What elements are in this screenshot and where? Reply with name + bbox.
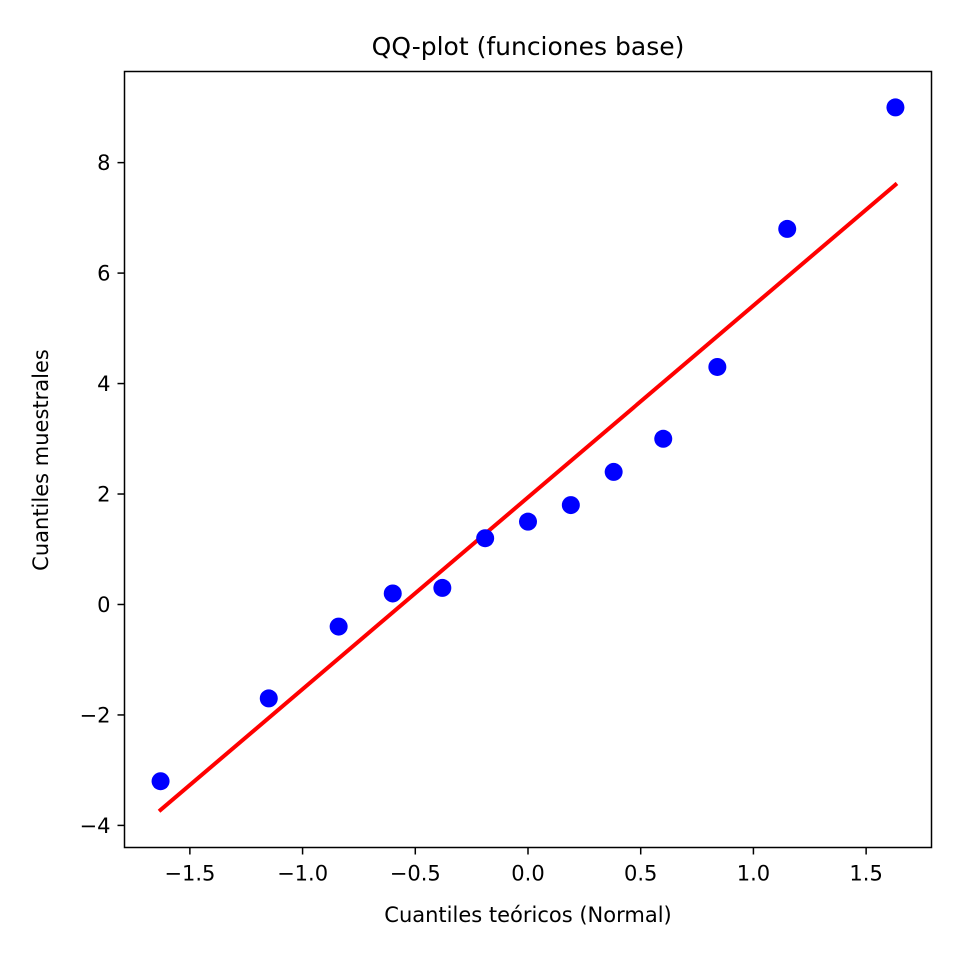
- data-point: [476, 529, 495, 548]
- data-point: [383, 584, 402, 603]
- y-tick-label: 6: [97, 262, 110, 286]
- x-tick-label: −1.0: [277, 862, 328, 886]
- x-tick-label: 1.5: [849, 862, 882, 886]
- y-axis-label: Cuantiles muestrales: [29, 349, 53, 571]
- data-point: [561, 496, 580, 515]
- data-point: [151, 772, 170, 791]
- data-point: [433, 578, 452, 597]
- chart-title: QQ-plot (funciones base): [372, 32, 685, 61]
- data-point: [886, 98, 905, 117]
- x-tick-label: −0.5: [390, 862, 441, 886]
- y-axis: −4 −2 0 2 4 6 8: [80, 151, 125, 838]
- x-axis-label: Cuantiles teóricos (Normal): [384, 903, 671, 927]
- y-tick-label: 4: [97, 372, 110, 396]
- data-point: [259, 689, 278, 708]
- data-point: [654, 429, 673, 448]
- data-point: [604, 462, 623, 481]
- data-point: [519, 512, 537, 531]
- x-tick-label: 0.0: [511, 862, 544, 886]
- y-tick-label: 8: [97, 151, 110, 175]
- data-point: [329, 617, 348, 636]
- x-tick-label: 0.5: [624, 862, 657, 886]
- x-tick-label: −1.5: [164, 862, 215, 886]
- x-axis: −1.5 −1.0 −0.5 0.0 0.5 1.0 1.5: [164, 847, 883, 886]
- x-tick-label: 1.0: [737, 862, 770, 886]
- y-tick-label: 0: [97, 593, 110, 617]
- y-tick-label: 2: [97, 483, 110, 507]
- y-tick-label: −4: [80, 814, 111, 838]
- plot-area: [151, 98, 905, 813]
- data-point: [708, 357, 727, 376]
- y-tick-label: −2: [80, 703, 111, 727]
- reference-line: [157, 181, 899, 813]
- data-point: [778, 219, 797, 238]
